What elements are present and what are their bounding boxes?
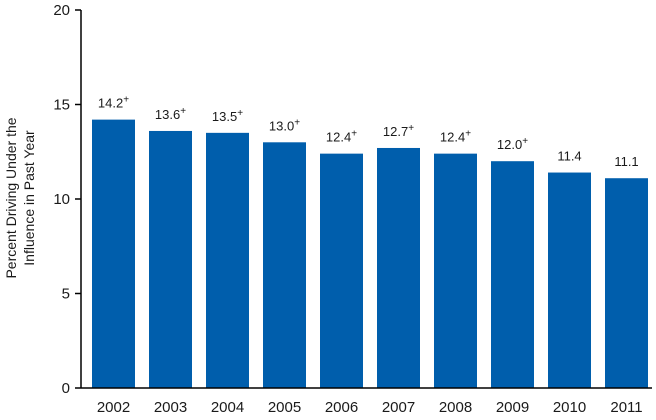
bar-2004 (206, 132, 249, 388)
bar-2007 (377, 147, 420, 388)
bar-2005 (263, 142, 306, 388)
bar-2009 (491, 161, 534, 388)
bar-value-label-2002: 14.2+ (98, 95, 129, 111)
bar-value-label-2009: 12.0+ (497, 136, 528, 152)
x-tick-label-2002: 2002 (97, 399, 130, 416)
x-tick-label-2004: 2004 (211, 399, 244, 416)
bar-value-label-2008: 12.4+ (440, 129, 471, 145)
y-tick-label: 5 (62, 286, 70, 303)
bar-value-label-2006: 12.4+ (326, 129, 357, 145)
bar-value-label-2003: 13.6+ (155, 106, 186, 122)
bars (92, 119, 648, 389)
y-tick-label: 20 (53, 2, 70, 19)
y-axis-title: Percent Driving Under the Influence in P… (3, 117, 37, 278)
bar-2008 (434, 153, 477, 388)
x-tick-label-2009: 2009 (496, 399, 529, 416)
x-tick-label-2011: 2011 (610, 399, 642, 416)
bar-value-label-2010: 11.4 (557, 149, 581, 164)
y-tick-label: 10 (53, 191, 70, 208)
y-tick-label: 15 (53, 97, 70, 114)
y-axis-title-line-1: Percent Driving Under the (3, 117, 19, 278)
bar-value-labels: 14.2+ 13.6+ 13.5+ 13.0+ 12.4+ 12.7+ 12.4+ 12.0+… (98, 95, 639, 170)
x-tick-label-2006: 2006 (325, 399, 358, 416)
bar-value-label-2004: 13.5+ (212, 108, 243, 124)
bar-value-label-2011: 11.1 (614, 154, 638, 169)
y-tick-label: 0 (62, 380, 70, 397)
x-tick-label-2010: 2010 (553, 399, 586, 416)
bar-2002 (92, 119, 135, 389)
bar-value-label-2007: 12.7+ (383, 123, 414, 139)
x-tick-label-2008: 2008 (439, 399, 472, 416)
y-axis-title-line-2: Influence in Past Year (21, 130, 37, 266)
y-axis-ticks: 0 5 10 15 20 (53, 2, 81, 397)
bar-2006 (320, 153, 363, 388)
bar-value-label-2005: 13.0+ (269, 117, 300, 133)
x-tick-label-2007: 2007 (382, 399, 415, 416)
x-axis-ticks: 2002 2003 2004 2005 2006 2007 2008 2009 2010 2011 (97, 399, 643, 416)
bar-2010 (548, 172, 591, 388)
bar-2003 (149, 130, 192, 388)
x-tick-label-2003: 2003 (154, 399, 187, 416)
bar-2011 (605, 178, 648, 388)
x-tick-label-2005: 2005 (268, 399, 301, 416)
